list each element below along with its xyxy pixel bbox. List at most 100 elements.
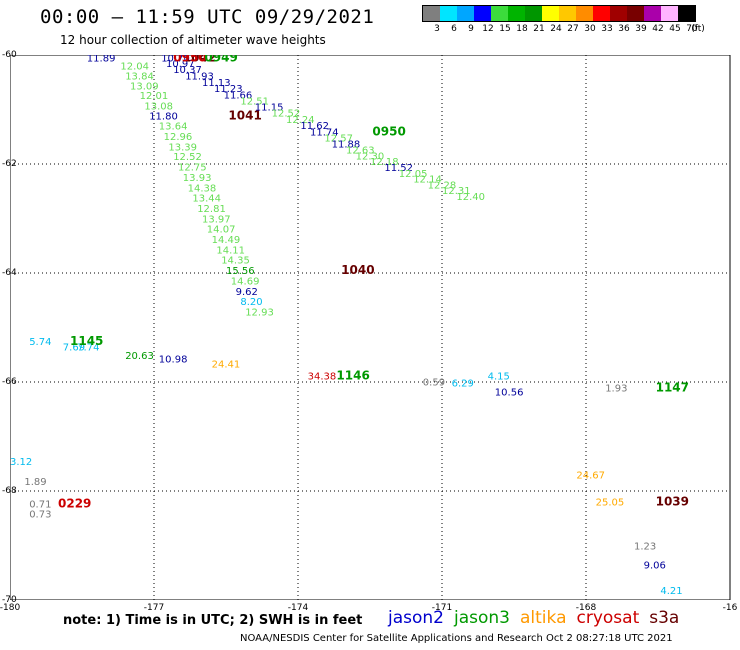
legend-swatch — [474, 6, 491, 21]
wave-height-label: 9.62 — [236, 287, 258, 298]
legend-label: 42 — [652, 24, 664, 34]
wave-height-label: 14.07 — [207, 225, 236, 236]
x-tick-label: -177 — [143, 603, 165, 613]
wave-height-label: 4.21 — [660, 586, 682, 597]
wave-height-label: 13.97 — [202, 214, 231, 225]
wave-height-label: 13.93 — [183, 173, 212, 184]
wave-height-label: 12.81 — [197, 204, 226, 215]
satellite-name: jason3 — [454, 608, 510, 628]
y-tick-label: -70 — [2, 595, 17, 605]
satellite-name: s3a — [649, 608, 680, 628]
wave-height-label: 12.52 — [272, 109, 301, 120]
satellite-legend: jason2 jason3 altika cryosat s3a — [388, 608, 679, 628]
legend-label: 45 — [669, 24, 681, 34]
legend-label: 33 — [601, 24, 613, 34]
color-legend: 3 6 9 12 15 18 21 24 27 30 33 36 39 42 45 70 (ft) — [422, 5, 705, 36]
wave-height-label: 0.73 — [29, 510, 51, 521]
wave-height-label: 25.05 — [596, 498, 625, 509]
pass-time-label: 1042 — [183, 55, 216, 65]
wave-height-label: 24.67 — [576, 470, 605, 481]
wave-height-label: 1.23 — [634, 541, 656, 552]
pass-time-label: 1039 — [656, 495, 689, 509]
legend-swatch — [661, 6, 678, 21]
wave-height-label: 7.74 — [77, 342, 99, 353]
wave-height-label: 11.23 — [214, 84, 243, 95]
legend-label: 39 — [635, 24, 647, 34]
wave-height-label: 12.57 — [324, 134, 353, 145]
legend-label: 9 — [468, 24, 474, 34]
legend-swatch — [559, 6, 576, 21]
wave-height-label: 0.59 — [423, 377, 445, 388]
pass-time-label: 1146 — [336, 368, 369, 382]
x-tick-label: -16 — [722, 603, 738, 613]
satellite-name: jason2 — [388, 608, 444, 628]
legend-label: 6 — [451, 24, 457, 34]
wave-height-label: 11.52 — [384, 163, 413, 174]
wave-height-label: 12.28 — [428, 181, 457, 192]
pass-time-label: 0949 — [204, 55, 237, 65]
map-frame — [10, 55, 731, 600]
y-tick-label: -66 — [2, 377, 17, 387]
x-tick-label: -168 — [575, 603, 597, 613]
legend-swatch — [593, 6, 610, 21]
y-tick-label: -68 — [2, 486, 17, 496]
wave-height-label: 10.70 — [161, 55, 190, 65]
wave-height-label: 10.98 — [159, 354, 188, 365]
wave-height-label: 0.71 — [29, 499, 51, 510]
legend-swatch — [542, 6, 559, 21]
footnote: note: 1) Time is in UTC; 2) SWH is in fe… — [63, 613, 363, 628]
legend-label: 70 — [686, 24, 698, 34]
wave-height-label: 12.75 — [178, 163, 207, 174]
wave-height-label: 12.93 — [245, 308, 274, 319]
wave-height-label: 15.56 — [226, 266, 255, 277]
wave-height-label: 12.05 — [399, 169, 428, 180]
legend-swatch — [457, 6, 474, 21]
wave-height-label: 10.97 — [166, 59, 195, 70]
page-title: 00:00 – 11:59 UTC 09/29/2021 — [40, 6, 375, 28]
legend-swatch — [576, 6, 593, 21]
wave-height-label: 14.69 — [231, 276, 260, 287]
credit-line: NOAA/NESDIS Center for Satellite Applica… — [240, 633, 673, 644]
wave-height-label: 11.93 — [185, 72, 214, 83]
wave-height-label: 11.66 — [224, 91, 253, 102]
wave-height-label: 24.41 — [212, 359, 241, 370]
x-tick-label: -174 — [287, 603, 309, 613]
wave-height-label: 6.29 — [452, 378, 474, 389]
legend-label: 3 — [434, 24, 440, 34]
wave-height-label: 11.88 — [332, 140, 361, 151]
legend-labels: 3 6 9 12 15 18 21 24 27 30 33 36 39 42 45 70 (ft) — [422, 22, 705, 36]
wave-height-label: 12.30 — [356, 152, 385, 163]
pass-time-label: 1145 — [70, 334, 103, 348]
wave-height-label: 20.63 — [125, 351, 154, 362]
y-tick-label: -60 — [2, 50, 17, 60]
wave-height-label: 11.89 — [87, 55, 116, 65]
wave-height-label: 1.93 — [605, 383, 627, 394]
pass-time-label: 0950 — [173, 55, 206, 65]
wave-height-label: 3.12 — [10, 457, 32, 468]
x-tick-label: -171 — [431, 603, 453, 613]
wave-height-label: 12.18 — [370, 157, 399, 168]
legend-label: 30 — [584, 24, 596, 34]
wave-height-label: 8.20 — [240, 297, 262, 308]
wave-height-map: 11.89 12.0413.8413.0912.0113.0811.8013.64… — [10, 55, 731, 600]
wave-height-label: 13.08 — [144, 102, 173, 113]
wave-height-label: 14.35 — [221, 256, 250, 267]
y-tick-label: -64 — [2, 268, 17, 278]
legend-swatch — [610, 6, 627, 21]
wave-height-label: 10.56 — [495, 388, 524, 399]
wave-height-label: 4.15 — [488, 371, 510, 382]
legend-swatch — [491, 6, 508, 21]
wave-height-label: 13.39 — [168, 142, 197, 153]
legend-swatch — [508, 6, 525, 21]
wave-height-label: 13.09 — [130, 81, 159, 92]
pass-time-label: 1040 — [341, 263, 374, 277]
pass-time-label: 1147 — [656, 380, 689, 394]
wave-height-label: 12.52 — [173, 152, 202, 163]
satellite-name: cryosat — [576, 608, 640, 628]
wave-height-label: 12.63 — [346, 146, 375, 157]
wave-height-label: 11.13 — [202, 78, 231, 89]
wave-height-label: 12.14 — [413, 175, 442, 186]
wave-height-label: 9.06 — [644, 560, 666, 571]
wave-height-label: 12.51 — [240, 97, 269, 108]
wave-height-label: 14.11 — [216, 245, 245, 256]
